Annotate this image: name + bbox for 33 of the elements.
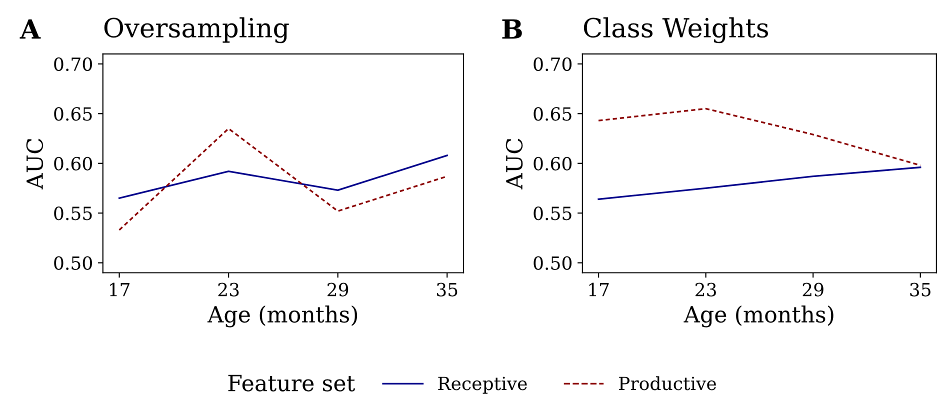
y-tick-label: 0.70 xyxy=(534,57,572,72)
x-tick-label: 29 xyxy=(802,282,824,296)
line-series xyxy=(118,154,448,199)
line-series xyxy=(118,128,448,231)
y-tick-label: 0.55 xyxy=(54,206,92,220)
x-tick-label: 17 xyxy=(589,282,609,296)
x-tick-label: 29 xyxy=(328,282,348,296)
y-tick-label: 0.50 xyxy=(54,256,92,270)
y-tick-label: 0.70 xyxy=(54,57,92,72)
chart-title: Class Weights xyxy=(584,17,768,44)
legend-title: Feature set xyxy=(228,374,356,392)
y-tick-label: 0.65 xyxy=(534,107,572,121)
text: B xyxy=(502,19,522,39)
chart-title: Oversampling xyxy=(104,17,289,44)
y-tick-label: 0.65 xyxy=(54,107,92,121)
line-series xyxy=(598,166,922,200)
legend-label: Productive xyxy=(619,376,716,390)
x-tick-label: 23 xyxy=(696,282,716,296)
x-tick-label: 23 xyxy=(218,282,239,296)
y-tick-label: 0.50 xyxy=(534,256,572,270)
y-tick-label: 0.60 xyxy=(534,156,572,170)
text: A xyxy=(20,19,41,39)
y-tick-label: 0.60 xyxy=(54,156,92,170)
x-tick-label: 35 xyxy=(910,282,930,296)
legend-label: Receptive xyxy=(438,376,527,394)
x-axis-title: Age (months) xyxy=(684,305,834,328)
y-axis-title: AUC xyxy=(26,138,44,190)
y-axis-title: AUC xyxy=(506,138,523,190)
x-tick-label: 35 xyxy=(437,282,458,296)
line-series xyxy=(598,108,922,166)
x-axis-title: Age (months) xyxy=(207,305,358,328)
y-tick-label: 0.55 xyxy=(534,206,572,220)
x-tick-label: 17 xyxy=(110,282,130,296)
